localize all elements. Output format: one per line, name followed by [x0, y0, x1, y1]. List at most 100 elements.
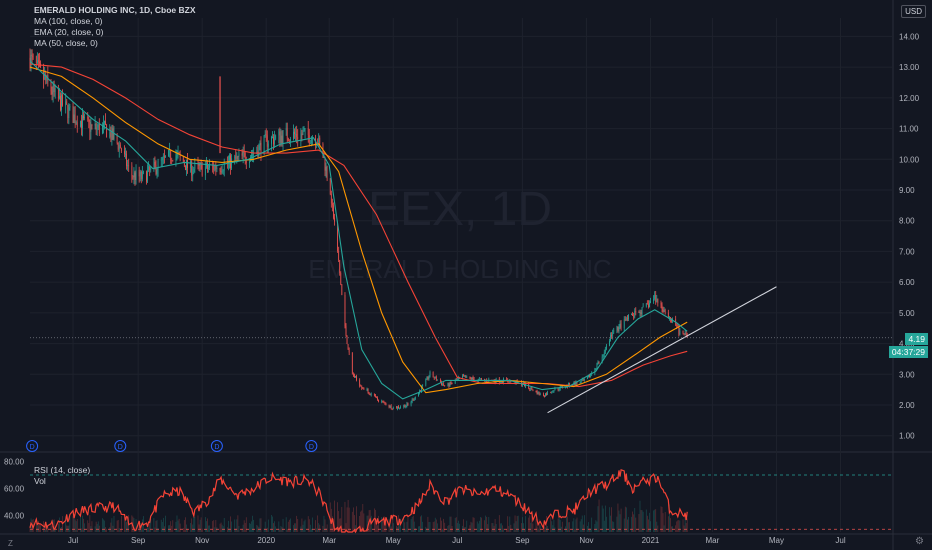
volume-bar — [308, 519, 310, 532]
candle-body — [170, 149, 172, 161]
volume-bar — [508, 526, 510, 532]
candle-body — [363, 388, 365, 390]
volume-bar — [510, 524, 512, 532]
candle-body — [631, 313, 632, 316]
volume-bar — [524, 528, 525, 532]
candle-body — [588, 375, 589, 378]
candle-body — [176, 153, 178, 156]
volume-bar — [478, 520, 480, 532]
volume-bar — [405, 528, 407, 532]
countdown-tag: 04:37:29 — [888, 346, 928, 358]
volume-bar — [329, 502, 331, 532]
legend-ema20[interactable]: EMA (20, close, 0) — [34, 27, 104, 37]
volume-bar — [498, 515, 500, 532]
volume-bar — [399, 523, 400, 532]
candle-body — [124, 151, 125, 154]
symbol-title[interactable]: EMERALD HOLDING INC, 1D, Cboe BZX — [34, 5, 196, 15]
candle-body — [69, 106, 71, 108]
volume-bar — [532, 523, 534, 532]
candle-body — [36, 60, 38, 64]
candle-body — [447, 383, 449, 386]
candle-body — [161, 157, 163, 161]
candle-body — [191, 161, 193, 176]
dividend-label: D — [118, 444, 123, 451]
candle-body — [390, 405, 392, 409]
volume-bar — [274, 521, 275, 532]
candle-body — [236, 156, 238, 159]
volume-bar — [515, 521, 517, 532]
candle-body — [62, 94, 63, 106]
candle-body — [87, 116, 89, 119]
candle-body — [465, 376, 467, 378]
volume-bar — [631, 516, 632, 532]
volume-bar — [359, 515, 361, 532]
currency-badge[interactable]: USD — [901, 5, 926, 18]
candle-body — [252, 154, 253, 156]
ma50-line — [29, 66, 688, 394]
vol-label[interactable]: Vol — [34, 476, 46, 486]
candle-body — [544, 396, 545, 397]
volume-bar — [448, 525, 450, 532]
candle-body — [575, 381, 577, 386]
candle-body — [285, 128, 287, 131]
volume-bar — [535, 519, 537, 532]
volume-bar — [236, 519, 238, 532]
x-tick-label: 2020 — [257, 536, 275, 545]
candle-body — [407, 403, 409, 405]
volume-bar — [35, 522, 37, 532]
candle-body — [172, 160, 174, 162]
candle-body — [98, 124, 100, 134]
volume-bar — [304, 519, 306, 532]
volume-bar — [153, 518, 155, 532]
volume-bar — [73, 516, 75, 532]
candle-body — [325, 166, 327, 171]
candle-body — [641, 307, 643, 315]
rsi-label[interactable]: RSI (14, close) — [34, 465, 91, 475]
candle-body — [280, 135, 282, 143]
x-tick-label: Sep — [131, 536, 146, 545]
volume-bar — [285, 517, 287, 532]
legend-ma100[interactable]: MA (100, close, 0) — [34, 16, 103, 26]
candle-body — [583, 378, 585, 381]
volume-bar — [179, 523, 181, 532]
volume-bar — [366, 515, 368, 532]
volume-bar — [88, 523, 90, 532]
candle-body — [595, 368, 597, 370]
candle-body — [552, 391, 554, 393]
candle-body — [182, 157, 184, 163]
candle-body — [603, 352, 605, 355]
candle-body — [384, 402, 386, 404]
legend-ma50[interactable]: MA (50, close, 0) — [34, 38, 98, 48]
volume-bar — [96, 523, 98, 532]
zoom-reset-button[interactable]: Z — [8, 539, 13, 548]
candle-body — [139, 171, 141, 177]
candle-body — [116, 134, 118, 143]
volume-bar — [172, 520, 174, 532]
candle-body — [456, 379, 458, 381]
volume-bar — [303, 521, 305, 532]
volume-bar — [112, 525, 114, 532]
candle-body — [648, 304, 649, 308]
gear-icon[interactable]: ⚙ — [915, 536, 924, 547]
volume-bar — [454, 517, 456, 532]
volume-bar — [57, 523, 59, 532]
candle-body — [52, 85, 54, 95]
volume-bar — [234, 519, 236, 532]
volume-bar — [94, 526, 96, 532]
rsi-y-tick-label: 60.00 — [4, 485, 25, 494]
candle-body — [45, 75, 47, 81]
candle-body — [273, 136, 274, 145]
candle-body — [427, 377, 429, 379]
volume-bar — [198, 524, 200, 532]
candle-body — [198, 163, 200, 166]
volume-bar — [481, 517, 482, 532]
volume-bar — [603, 520, 605, 532]
candle-body — [39, 61, 40, 64]
candle-body — [448, 383, 450, 387]
volume-bar — [209, 525, 210, 532]
candle-body — [259, 142, 261, 146]
volume-bar — [126, 522, 127, 532]
volume-bar — [551, 521, 553, 532]
candle-body — [367, 389, 369, 393]
